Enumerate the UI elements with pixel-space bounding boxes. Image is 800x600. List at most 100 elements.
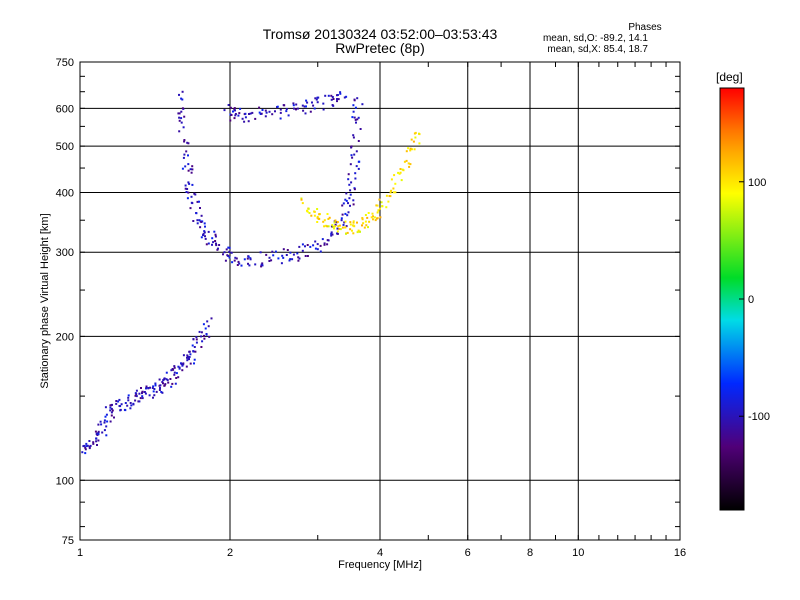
data-point (165, 378, 168, 381)
data-point (339, 91, 342, 94)
data-point (191, 344, 194, 347)
data-point (268, 110, 271, 113)
data-point (352, 199, 355, 202)
data-point (105, 425, 108, 428)
data-point (158, 389, 161, 391)
data-point (338, 227, 341, 230)
data-point (180, 110, 183, 113)
data-point (127, 399, 130, 402)
x-axis-label: Frequency [MHz] (338, 559, 422, 571)
data-point (141, 397, 144, 400)
series-2 (177, 90, 364, 268)
data-point (331, 233, 334, 236)
data-point (193, 358, 196, 361)
data-point (306, 101, 309, 104)
data-point (182, 354, 185, 357)
data-point (361, 218, 364, 221)
data-point (145, 385, 148, 388)
data-point (344, 220, 347, 223)
data-point (234, 113, 237, 115)
data-point (410, 138, 413, 141)
data-point (228, 250, 231, 253)
data-point (198, 330, 201, 333)
data-point (184, 184, 187, 187)
data-point (86, 444, 89, 447)
data-point (97, 423, 100, 426)
data-point (354, 172, 357, 175)
data-point (258, 111, 261, 114)
data-point (319, 250, 322, 253)
data-point (149, 386, 151, 389)
data-point (235, 257, 238, 260)
data-point (227, 246, 230, 249)
data-point (204, 235, 206, 238)
data-point (265, 111, 268, 114)
data-point (231, 261, 234, 264)
data-point (143, 391, 146, 393)
data-point (160, 391, 163, 393)
data-point (207, 230, 210, 233)
data-point (170, 369, 173, 372)
data-point (304, 255, 307, 257)
data-point (195, 212, 198, 215)
data-point (350, 181, 353, 184)
data-point (234, 256, 237, 259)
data-point (215, 242, 217, 245)
data-point (183, 139, 186, 141)
data-point (316, 221, 319, 223)
data-point (264, 115, 267, 118)
data-point (372, 215, 374, 218)
data-point (346, 231, 349, 234)
y-tick-label: 100 (56, 475, 74, 487)
data-point (247, 262, 249, 265)
data-point (258, 106, 261, 109)
data-point (217, 247, 219, 250)
data-point (192, 350, 195, 353)
data-point (309, 245, 312, 248)
data-point (223, 109, 226, 112)
data-point (353, 153, 356, 156)
data-point (346, 214, 349, 217)
data-point (118, 405, 121, 407)
data-point (214, 233, 217, 236)
data-point (344, 198, 347, 201)
data-point (140, 387, 142, 389)
data-point (327, 94, 330, 97)
data-point (405, 159, 408, 162)
colorbar-tick-label: -100 (748, 411, 770, 423)
data-point (202, 323, 205, 326)
data-point (326, 243, 329, 246)
data-point (204, 327, 207, 330)
data-point (347, 211, 350, 214)
data-point (187, 163, 190, 166)
x-tick-label: 8 (527, 547, 533, 559)
data-point (283, 104, 286, 107)
data-point (173, 365, 176, 368)
data-point (352, 104, 355, 107)
data-point (365, 224, 368, 227)
data-point (234, 114, 237, 117)
data-point (380, 201, 383, 204)
data-point (279, 117, 282, 120)
data-point (233, 107, 236, 110)
data-point (155, 390, 158, 393)
data-point (84, 452, 87, 455)
data-point (187, 181, 190, 184)
data-point (356, 97, 359, 100)
data-point (301, 243, 304, 246)
data-point (202, 232, 205, 235)
data-point (111, 409, 114, 412)
data-point (106, 420, 109, 423)
data-point (261, 264, 264, 267)
data-point (409, 149, 412, 152)
data-point (292, 253, 295, 256)
data-point (229, 106, 232, 109)
data-point (336, 232, 339, 235)
data-point (373, 216, 376, 219)
data-point (326, 225, 329, 228)
data-point (227, 104, 230, 106)
data-point (203, 222, 206, 225)
data-point (297, 259, 300, 262)
data-point (356, 221, 358, 224)
data-point (351, 116, 354, 119)
